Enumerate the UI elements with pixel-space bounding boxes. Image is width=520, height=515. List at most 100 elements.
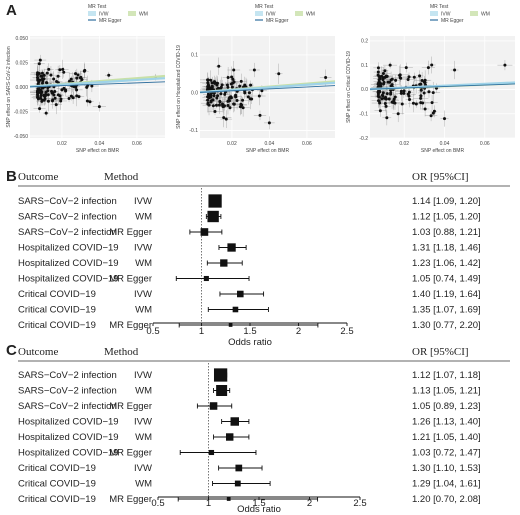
y-tick-label: 0.025 [15, 60, 28, 66]
row-outcome: Critical COVID−19 [18, 289, 96, 300]
snp-point [241, 98, 245, 102]
snp-point [231, 81, 235, 85]
x-axis-label: Odds ratio [228, 337, 272, 348]
legend-key-ivw [430, 11, 438, 16]
snp-point [402, 91, 406, 95]
snp-point [419, 88, 423, 92]
row-method: IVW [134, 289, 152, 300]
snp-point [207, 95, 211, 99]
snp-point [385, 116, 389, 120]
row-or-ci: 1.20 [0.70, 2.08] [412, 494, 481, 505]
or-marker [237, 290, 244, 298]
legend-key-ivw [255, 11, 263, 16]
snp-point [381, 72, 385, 76]
snp-point [226, 76, 230, 80]
snp-point [406, 77, 410, 81]
snp-point [427, 90, 431, 94]
row-outcome: SARS−CoV−2 infection [18, 401, 117, 412]
snp-point [40, 74, 44, 78]
snp-point [384, 97, 388, 101]
legend-label-ivw: IVW [441, 12, 451, 18]
legend-key-wm [128, 11, 136, 16]
y-tick-label: 0.1 [191, 53, 198, 59]
row-method: MR Egger [109, 494, 152, 505]
snp-point [235, 98, 239, 102]
snp-point [64, 89, 68, 93]
row-outcome: SARS−CoV−2 infection [18, 227, 117, 238]
snp-point [83, 68, 87, 72]
snp-point [430, 101, 434, 105]
column-header-or: OR [95%CI] [412, 346, 469, 358]
snp-point [430, 63, 434, 67]
snp-point [74, 72, 78, 76]
snp-point [36, 73, 40, 77]
snp-point [229, 95, 233, 99]
snp-point [400, 102, 404, 106]
row-or-ci: 1.21 [1.05, 1.40] [412, 432, 481, 443]
row-or-ci: 1.26 [1.13, 1.40] [412, 417, 481, 428]
row-or-ci: 1.12 [1.05, 1.20] [412, 212, 481, 223]
snp-point [376, 73, 380, 77]
snp-point [241, 106, 245, 110]
snp-point [42, 73, 46, 77]
x-tick-label: 0.04 [265, 141, 275, 147]
snp-point [376, 70, 380, 74]
legend-label-egger: MR Egger [266, 18, 289, 24]
snp-point [211, 104, 215, 108]
snp-point [67, 79, 71, 83]
legend-label-wm: WM [139, 12, 148, 18]
snp-point [431, 91, 435, 95]
row-outcome: Critical COVID−19 [18, 305, 96, 316]
snp-point [67, 97, 71, 101]
column-header-or: OR [95%CI] [412, 171, 469, 183]
snp-point [231, 77, 235, 81]
legend-label-wm: WM [481, 12, 490, 18]
column-header-outcome: Outcome [18, 171, 58, 183]
regression-line-ivw [29, 77, 166, 88]
snp-point [221, 103, 225, 107]
x-tick-label: 0.04 [95, 141, 105, 147]
row-outcome: Hospitalized COVID−19 [18, 432, 119, 443]
row-method: WM [135, 258, 152, 269]
regression-line-ivw [199, 81, 336, 94]
snp-point [257, 94, 261, 98]
snp-point [36, 91, 40, 95]
x-tick-label: 0.02 [57, 141, 67, 147]
snp-point [62, 86, 66, 90]
snp-point [218, 100, 222, 104]
snp-point [107, 73, 111, 77]
or-marker [232, 306, 239, 313]
snp-point [216, 94, 220, 98]
snp-point [226, 85, 230, 89]
x-tick-label: 1.5 [252, 498, 265, 509]
snp-point [389, 84, 393, 88]
snp-point [394, 78, 398, 82]
snp-point [385, 74, 389, 78]
snp-point [227, 97, 231, 101]
row-method: IVW [134, 417, 152, 428]
snp-point [40, 99, 44, 103]
row-method: IVW [134, 463, 152, 474]
snp-point [39, 94, 43, 98]
legend-label-egger: MR Egger [441, 18, 464, 24]
snp-point [407, 75, 411, 79]
y-tick-label: -0.1 [189, 128, 198, 134]
snp-point [387, 97, 391, 101]
x-axis-label: Odds ratio [237, 504, 281, 515]
y-tick-label: -0.1 [359, 112, 368, 118]
snp-point [40, 71, 44, 75]
snp-point [426, 66, 430, 70]
panel-a-letter: A [6, 2, 17, 19]
snp-point [210, 84, 214, 88]
snp-point [56, 74, 60, 78]
snp-point [59, 99, 63, 103]
snp-point [62, 70, 66, 74]
legend-label-ivw: IVW [99, 12, 109, 18]
row-or-ci: 1.23 [1.06, 1.42] [412, 258, 481, 269]
snp-point [52, 93, 56, 97]
y-tick-label: -0.025 [14, 109, 28, 115]
x-tick-label: 0.04 [440, 141, 450, 147]
snp-point [223, 92, 227, 96]
snp-point [377, 95, 381, 99]
